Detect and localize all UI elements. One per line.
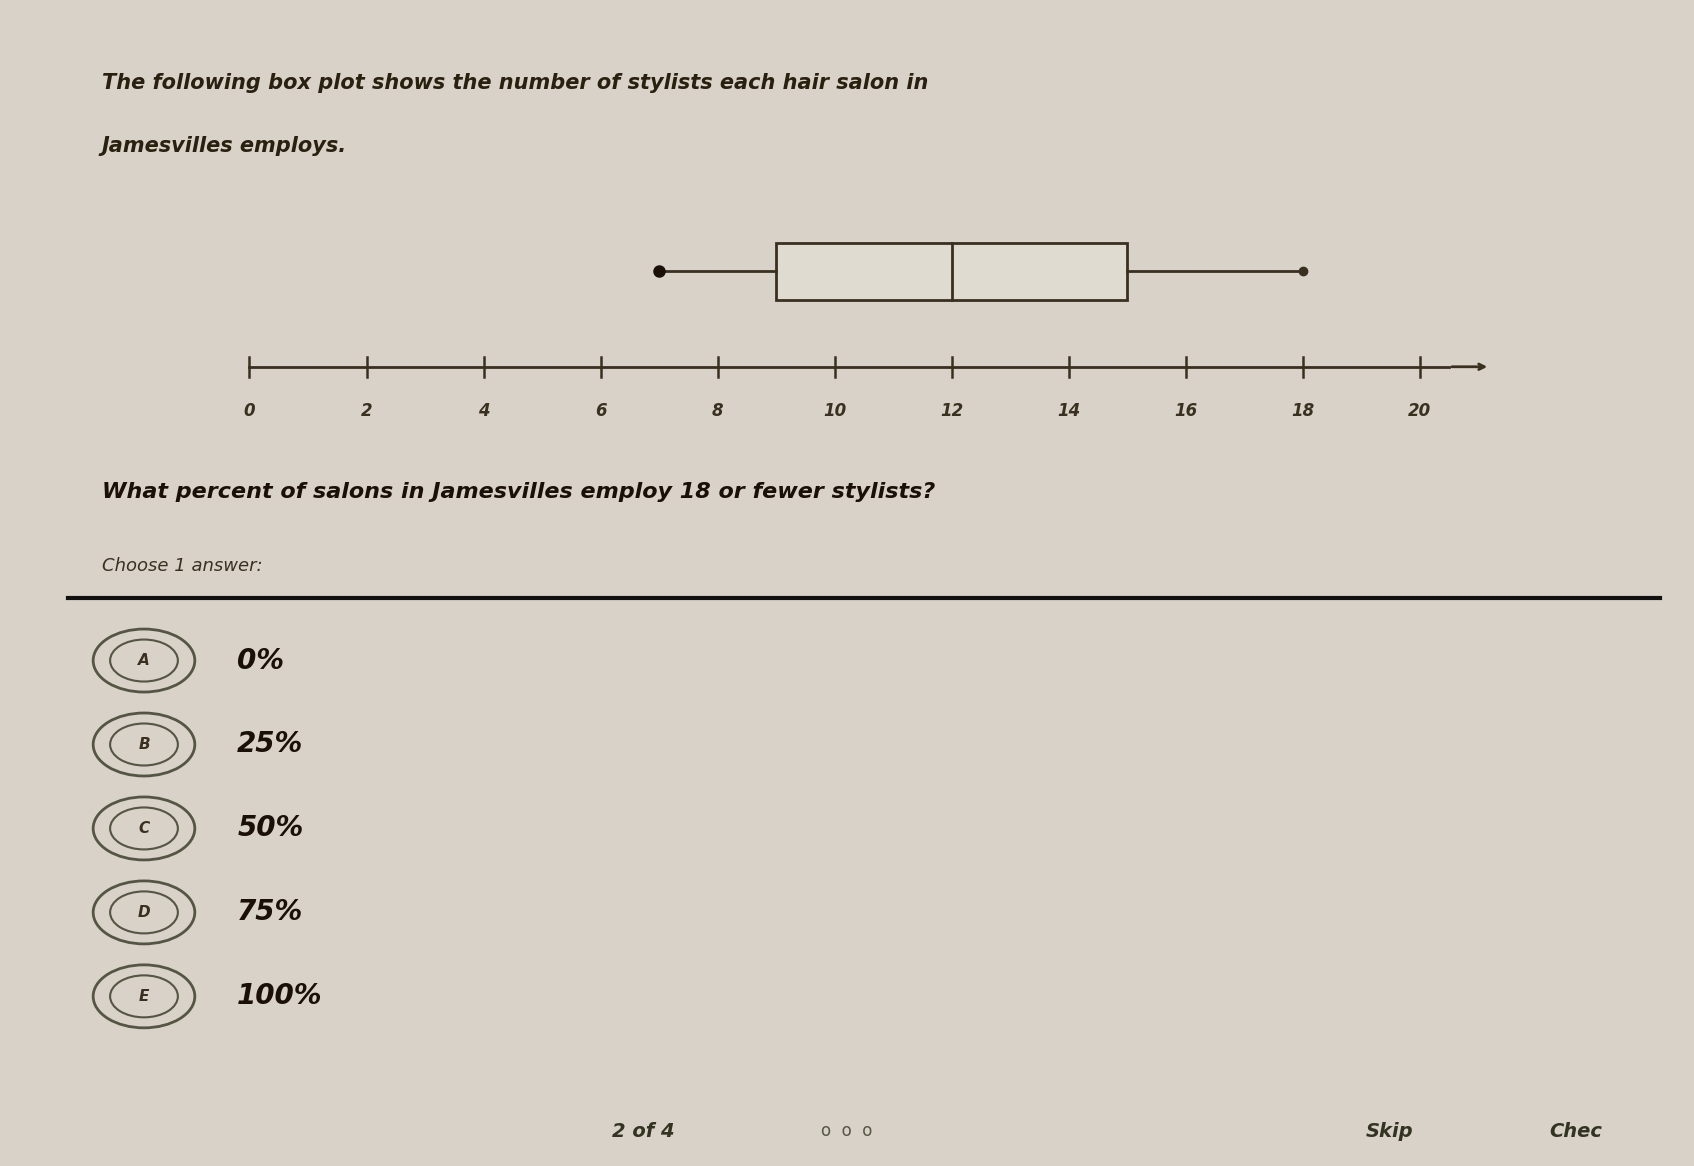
Text: 0%: 0%: [237, 646, 285, 675]
Text: 18: 18: [1291, 402, 1315, 421]
Text: 25%: 25%: [237, 730, 303, 759]
Text: 0: 0: [244, 402, 256, 421]
Text: 2: 2: [361, 402, 373, 421]
Text: What percent of salons in Jamesvilles employ 18 or fewer stylists?: What percent of salons in Jamesvilles em…: [102, 482, 935, 501]
Text: Chec: Chec: [1548, 1122, 1603, 1140]
Text: C: C: [139, 821, 149, 836]
Text: o  o  o: o o o: [822, 1122, 872, 1140]
Text: 16: 16: [1174, 402, 1198, 421]
Text: E: E: [139, 989, 149, 1004]
Text: 50%: 50%: [237, 814, 303, 843]
Text: 4: 4: [478, 402, 490, 421]
Text: 2 of 4: 2 of 4: [613, 1122, 674, 1140]
Text: The following box plot shows the number of stylists each hair salon in: The following box plot shows the number …: [102, 72, 928, 92]
Text: Skip: Skip: [1365, 1122, 1413, 1140]
Text: D: D: [137, 905, 151, 920]
Text: 6: 6: [595, 402, 606, 421]
Text: 75%: 75%: [237, 898, 303, 927]
Text: Jamesvilles employs.: Jamesvilles employs.: [102, 135, 347, 155]
Text: 20: 20: [1408, 402, 1431, 421]
Bar: [776, 243, 1127, 300]
Text: A: A: [139, 653, 149, 668]
Text: 10: 10: [823, 402, 847, 421]
Text: 100%: 100%: [237, 982, 322, 1011]
Text: B: B: [139, 737, 149, 752]
Text: 12: 12: [940, 402, 964, 421]
Text: 8: 8: [711, 402, 723, 421]
Text: Choose 1 answer:: Choose 1 answer:: [102, 557, 263, 575]
Text: 14: 14: [1057, 402, 1081, 421]
